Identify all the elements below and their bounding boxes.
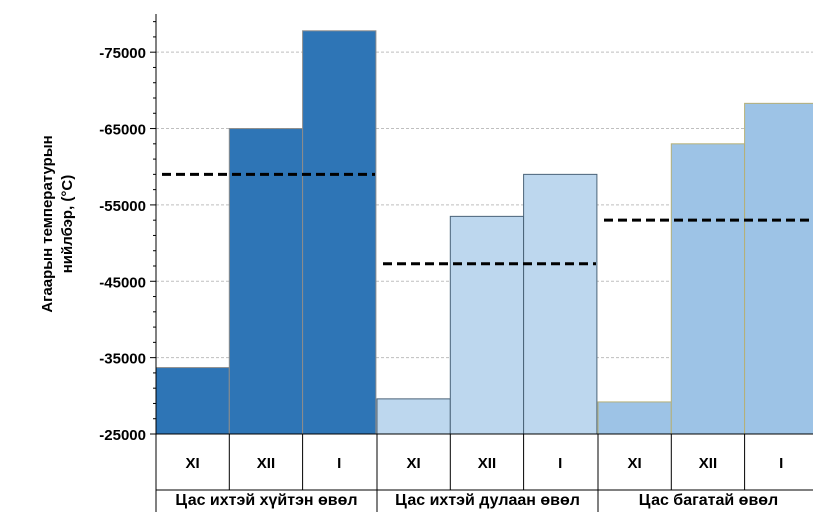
category-label: I [337, 455, 341, 472]
category-label: XI [628, 455, 642, 472]
category-label: XI [186, 455, 200, 472]
bar [744, 102, 813, 435]
category-label: XII [478, 455, 496, 472]
bar [523, 173, 598, 435]
y-axis-title-line-2: нийлбэр, (°С) [59, 175, 76, 274]
category-label: XI [407, 455, 421, 472]
group-label: Цас ихтэй дулаан өвөл [395, 492, 580, 509]
y-tick-label: -45000 [99, 274, 146, 291]
bar [376, 398, 451, 435]
y-tick-label: -25000 [99, 427, 146, 444]
y-tick-labels: -25000 -35000 -45000 -55000 -65000 -75000 [99, 45, 146, 444]
y-tick-label: -65000 [99, 122, 146, 139]
minor-ticks [150, 21, 156, 435]
bar [228, 128, 304, 435]
category-label: I [779, 455, 783, 472]
bar [597, 401, 672, 435]
bar [155, 367, 230, 435]
category-label: XII [257, 455, 275, 472]
y-tick-label: -35000 [99, 351, 146, 368]
mean-lines [162, 172, 813, 266]
group-label: Цас ихтэй хүйтэн өвөл [175, 492, 357, 509]
bar [449, 215, 525, 435]
bar [302, 30, 377, 435]
y-axis-title-line-1: Агаарын температурын [39, 135, 56, 312]
y-tick-label: -75000 [99, 45, 146, 62]
bars [155, 30, 813, 435]
category-label: XII [699, 455, 717, 472]
y-tick-label: -55000 [99, 198, 146, 215]
group-label: Цас багатай өвөл [639, 492, 778, 509]
category-label: I [558, 455, 562, 472]
bar [670, 143, 746, 435]
